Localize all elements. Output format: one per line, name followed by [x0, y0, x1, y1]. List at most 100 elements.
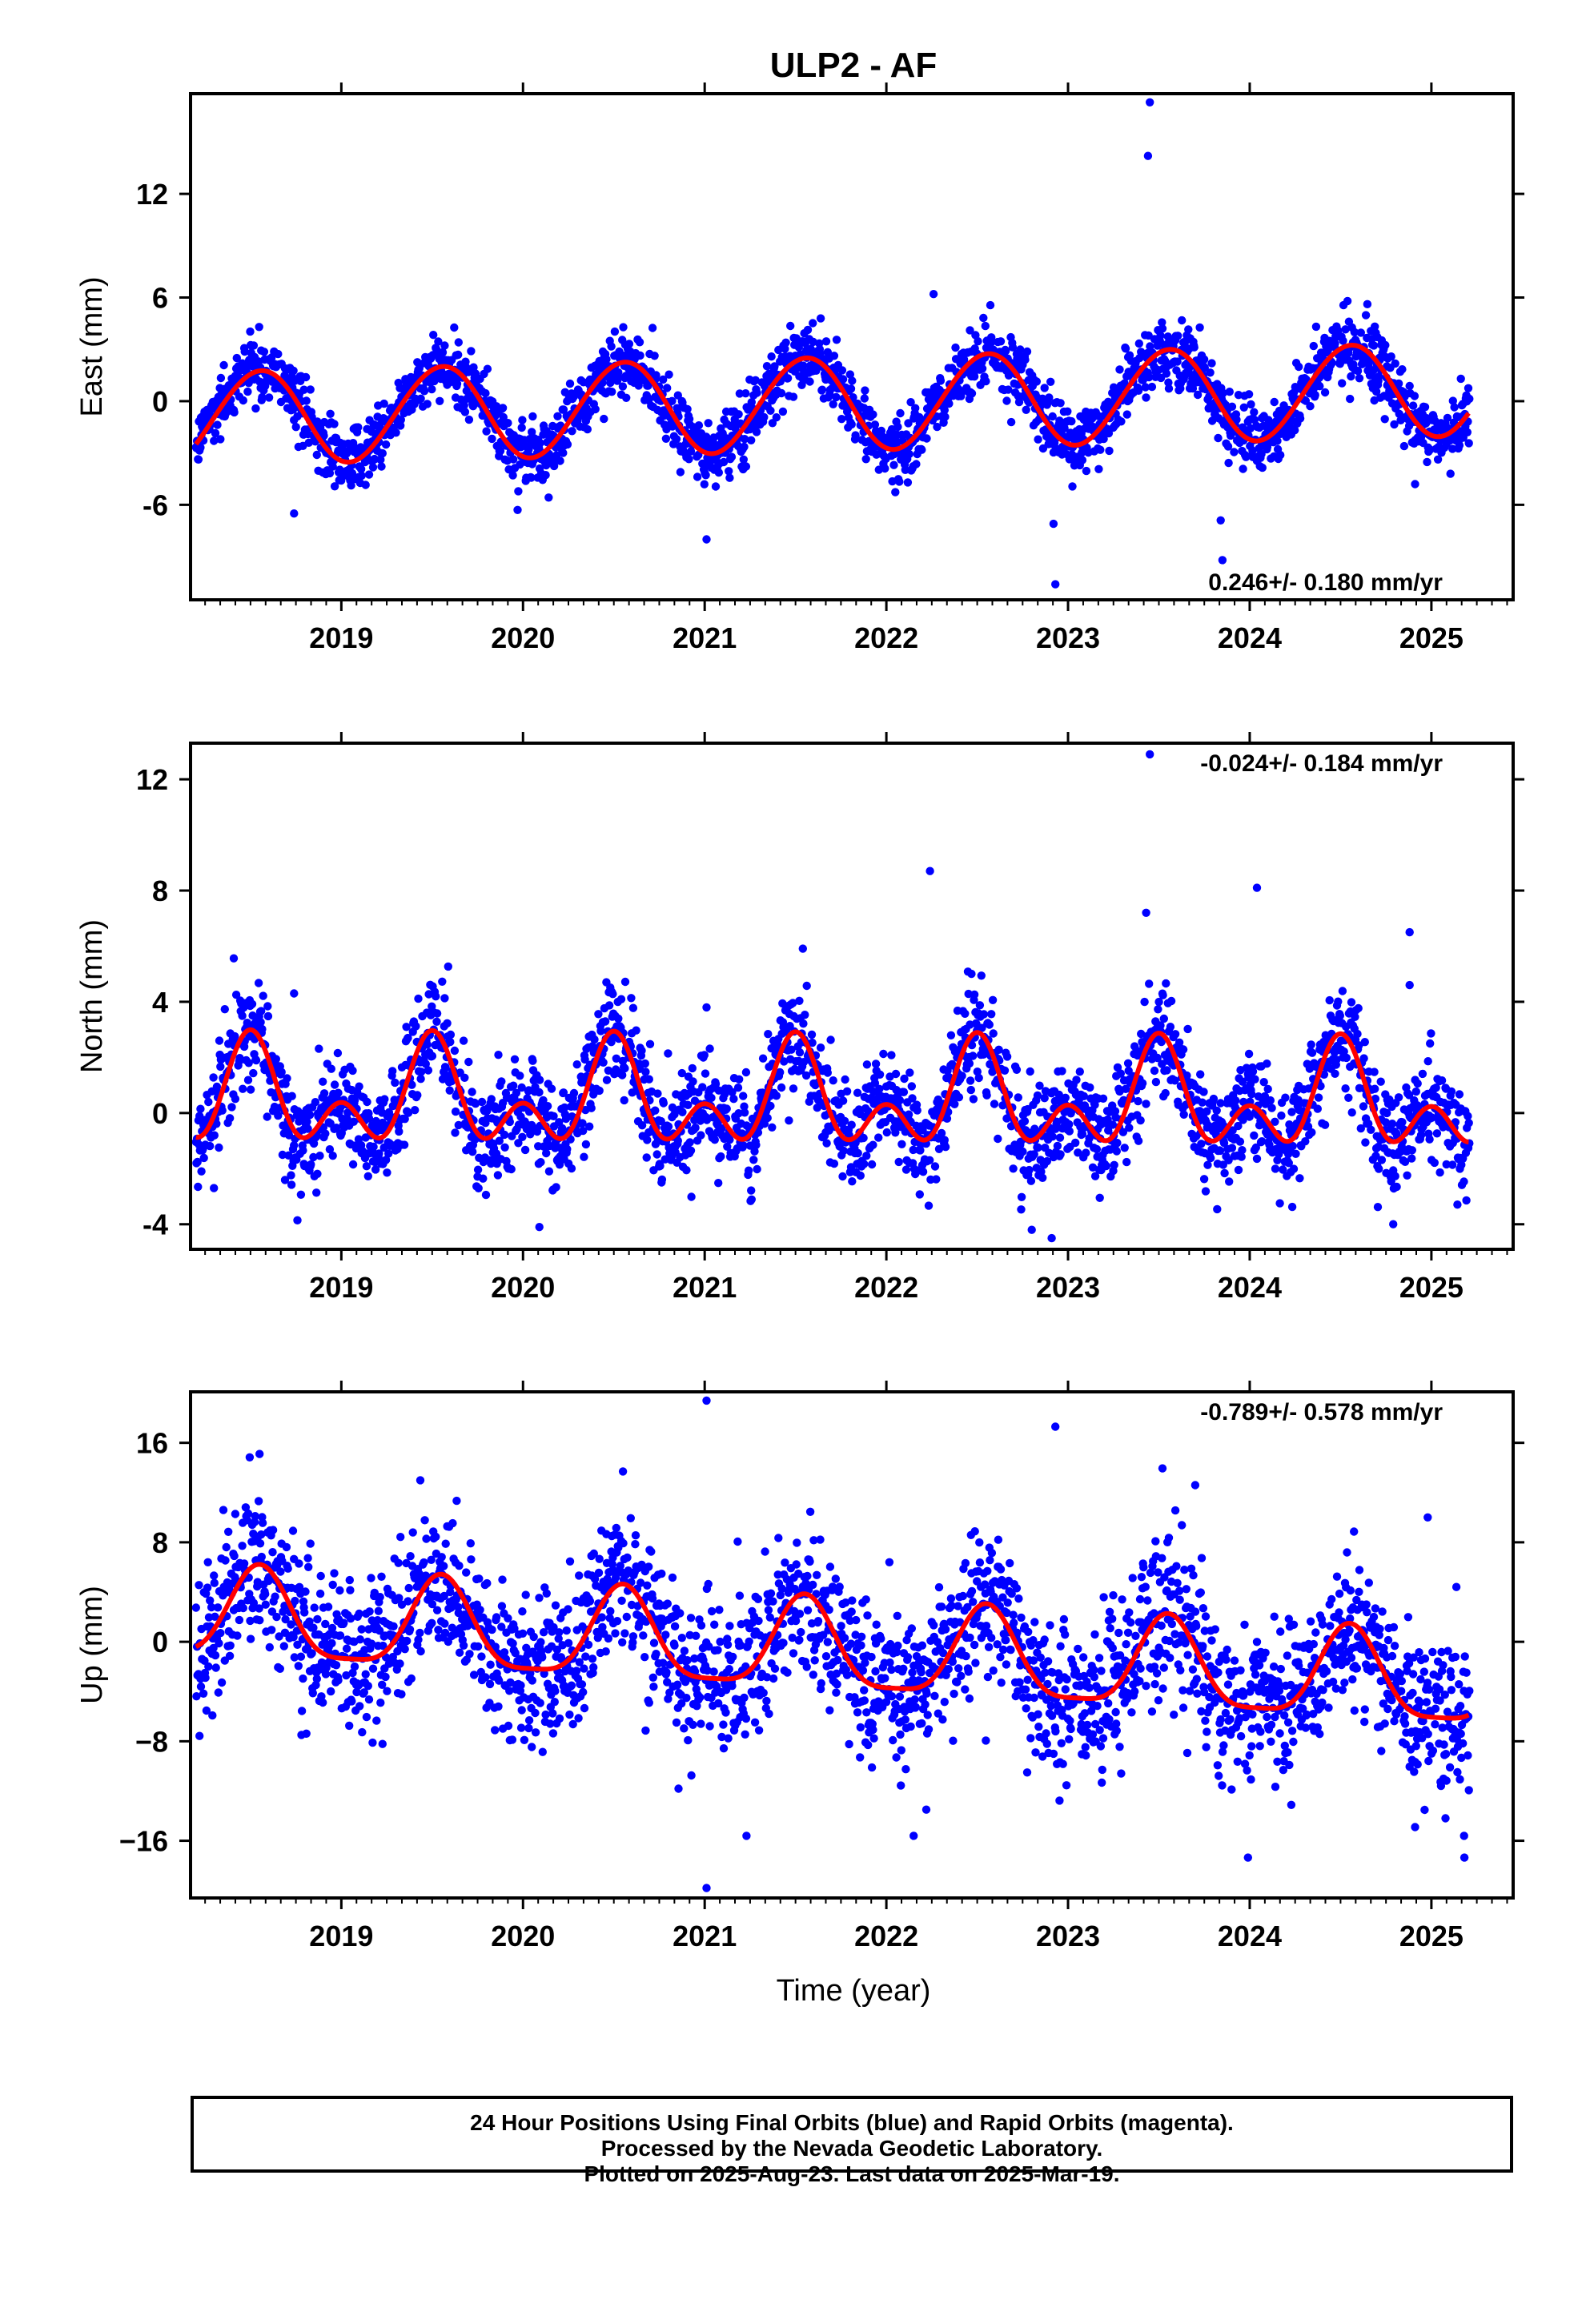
east-data-point	[544, 493, 553, 502]
north-data-point	[1418, 1069, 1427, 1079]
east-data-point	[714, 468, 723, 477]
east-data-point	[648, 324, 657, 332]
north-data-point	[1359, 1102, 1368, 1111]
north-data-point	[926, 1156, 934, 1165]
east-data-point	[1394, 379, 1403, 388]
north-data-point	[1403, 1171, 1411, 1180]
north-data-point	[1460, 1177, 1468, 1186]
north-data-point	[691, 1124, 700, 1132]
north-data-point	[1078, 1129, 1087, 1139]
east-data-point	[230, 408, 239, 417]
north-data-point	[1170, 1076, 1179, 1085]
east-data-point	[778, 407, 788, 416]
north-data-point	[578, 1119, 587, 1128]
north-data-point	[862, 1060, 872, 1069]
north-data-point	[932, 1175, 941, 1184]
north-outlier-point	[1047, 1233, 1056, 1243]
north-data-point	[1316, 1082, 1325, 1091]
east-data-point	[258, 392, 267, 402]
north-data-point	[259, 991, 267, 1000]
north-data-point	[1207, 1153, 1215, 1163]
north-data-point	[994, 1045, 1003, 1055]
east-data-point	[1450, 403, 1459, 412]
north-data-point	[303, 1117, 311, 1126]
north-data-point	[787, 1045, 796, 1054]
east-velocity-label: 0.246+/- 0.180 mm/yr	[1208, 569, 1443, 596]
north-data-point	[414, 994, 423, 1003]
north-data-point	[315, 1152, 324, 1160]
north-data-point	[710, 1136, 719, 1144]
east-data-point	[760, 412, 769, 422]
east-data-point	[1048, 412, 1057, 421]
north-data-point	[381, 1156, 391, 1164]
east-data-point	[1247, 400, 1255, 409]
north-data-point	[1295, 1174, 1304, 1183]
north-data-point	[1394, 1093, 1403, 1102]
east-data-point	[504, 419, 512, 428]
north-data-point	[197, 1167, 206, 1176]
north-data-point	[937, 1128, 946, 1138]
north-data-point	[1108, 1120, 1118, 1129]
north-data-point	[293, 1216, 302, 1225]
north-data-point	[477, 1097, 487, 1107]
north-data-point	[1354, 1003, 1363, 1013]
north-data-point	[559, 1088, 568, 1097]
north-data-point	[740, 1102, 749, 1111]
north-data-point	[1423, 1057, 1432, 1066]
north-data-point	[446, 1037, 455, 1047]
chart-title: ULP2 - AF	[770, 46, 938, 85]
north-data-point	[468, 1148, 477, 1156]
east-data-point	[319, 431, 328, 440]
east-data-point	[762, 362, 772, 371]
east-data-point	[1433, 455, 1443, 464]
east-data-point	[1270, 397, 1279, 407]
east-outlier-point	[513, 505, 522, 514]
north-data-point	[512, 1088, 521, 1098]
north-data-point	[823, 1068, 833, 1077]
north-data-point	[493, 1171, 503, 1180]
east-data-point	[838, 375, 848, 384]
north-data-point	[1116, 1069, 1126, 1078]
east-data-point	[330, 482, 339, 491]
north-data-point	[1266, 1096, 1275, 1105]
east-data-point	[194, 455, 203, 464]
east-data-point	[436, 396, 444, 405]
north-data-point	[838, 1096, 848, 1105]
east-data-point	[301, 372, 311, 382]
north-data-point	[801, 1071, 811, 1080]
north-data-point	[450, 1046, 460, 1055]
east-data-point	[1063, 407, 1072, 416]
north-data-point	[657, 1175, 667, 1184]
east-data-point	[1115, 365, 1124, 374]
east-data-point	[1173, 357, 1182, 366]
north-data-point	[870, 1079, 880, 1088]
north-data-point	[707, 1093, 716, 1103]
east-data-point	[1395, 409, 1403, 418]
north-data-point	[510, 1055, 520, 1064]
east-data-point	[933, 422, 942, 432]
east-data-area	[191, 98, 1474, 589]
north-data-point	[413, 1091, 422, 1100]
east-data-point	[1224, 458, 1233, 468]
north-data-point	[1464, 1119, 1473, 1128]
north-data-point	[1017, 1205, 1026, 1214]
east-data-point	[591, 404, 600, 414]
east-data-point	[1355, 374, 1364, 383]
east-data-point	[428, 384, 436, 394]
north-data-point	[1370, 1068, 1379, 1076]
north-data-point	[924, 1201, 934, 1210]
east-data-point	[786, 321, 795, 331]
east-data-point	[1134, 386, 1143, 395]
east-data-point	[861, 455, 870, 464]
north-data-point	[206, 1141, 215, 1151]
north-data-point	[1166, 996, 1176, 1006]
north-data-point	[848, 1177, 857, 1186]
north-data-point	[871, 1059, 881, 1068]
east-data-point	[423, 400, 432, 408]
north-data-point	[673, 1136, 682, 1145]
north-data-point	[309, 1152, 318, 1162]
east-data-point	[1190, 343, 1199, 352]
north-data-point	[966, 1085, 976, 1095]
north-data-point	[776, 1068, 785, 1077]
north-data-point	[1150, 1066, 1159, 1076]
